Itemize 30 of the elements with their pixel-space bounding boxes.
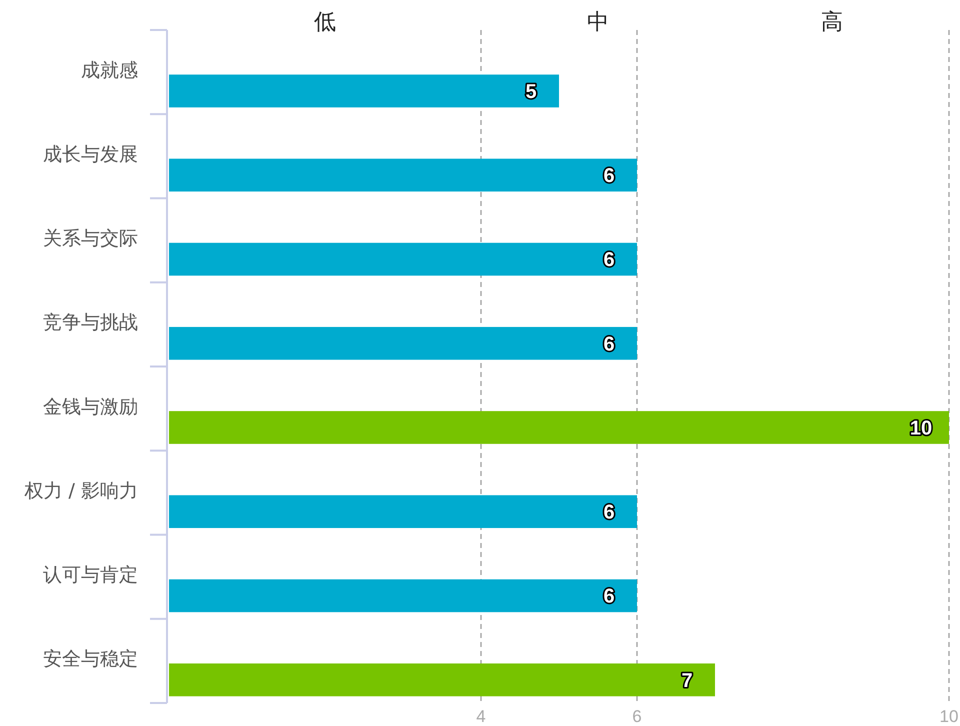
data-label: 6 xyxy=(603,502,615,524)
data-label: 7 xyxy=(681,670,693,692)
data-label: 6 xyxy=(603,333,615,356)
bar xyxy=(169,242,637,276)
bar xyxy=(169,411,949,444)
data-label: 6 xyxy=(603,249,615,272)
bar xyxy=(169,579,637,612)
bar xyxy=(169,495,637,528)
x-tick-label: 6 xyxy=(632,707,642,726)
data-label: 6 xyxy=(603,586,615,608)
y-tick-label: 成长与发展 xyxy=(43,143,138,166)
y-tick-label: 金钱与激励 xyxy=(43,396,138,418)
bar xyxy=(169,663,715,696)
x-tick-label: 10 xyxy=(940,707,958,726)
annotation: 低 xyxy=(314,10,336,35)
y-tick-label: 认可与肯定 xyxy=(43,564,138,586)
data-label: 5 xyxy=(525,80,537,103)
y-tick-label: 安全与稳定 xyxy=(43,648,138,670)
annotation: 中 xyxy=(587,10,609,35)
x-tick-label: 4 xyxy=(476,707,486,726)
bar xyxy=(169,326,637,360)
y-tick-label: 成就感 xyxy=(81,59,138,82)
data-label: 6 xyxy=(603,165,615,188)
bar xyxy=(169,74,559,108)
data-label: 10 xyxy=(910,417,932,440)
y-tick-label: 竞争与挑战 xyxy=(43,312,138,334)
y-tick-label: 关系与交际 xyxy=(43,228,138,250)
bar xyxy=(169,158,637,192)
y-tick-label: 权力 / 影响力 xyxy=(24,480,138,502)
annotation: 高 xyxy=(821,10,843,35)
